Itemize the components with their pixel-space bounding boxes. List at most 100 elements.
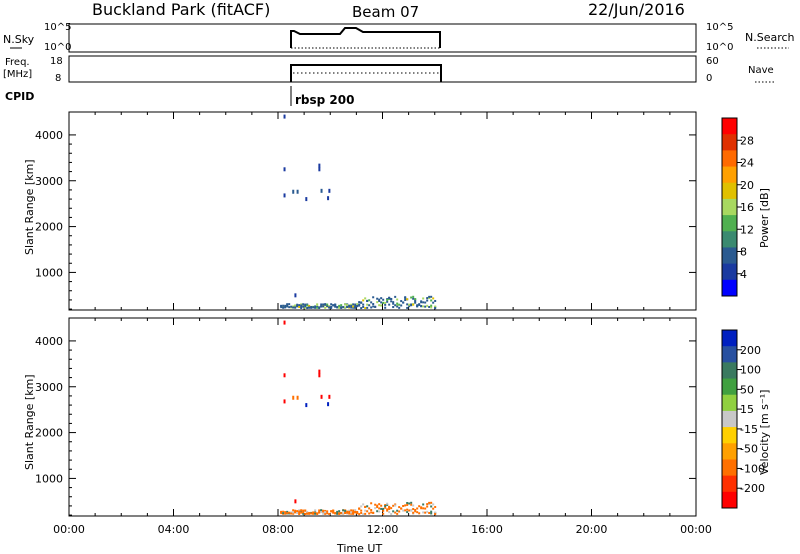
clutter-cell: [382, 507, 385, 510]
freq-frame: [68, 55, 697, 83]
clutter-cell: [424, 511, 427, 514]
clutter-cell: [400, 300, 403, 303]
clutter-cell: [356, 305, 359, 308]
clutter-cell: [378, 300, 381, 303]
clutter-cell: [422, 301, 425, 304]
velocity-ylabel: Slant Range [km]: [23, 374, 36, 470]
power-colorbar: 28 24 20 16 12 8 4 Power [dB]: [721, 117, 771, 297]
clutter-cell: [336, 306, 339, 309]
clutter-cell: [342, 509, 345, 512]
colorbar-segment: [722, 362, 737, 380]
clutter-cell: [408, 502, 411, 505]
clutter-cell: [356, 512, 359, 515]
clutter-cell: [348, 304, 351, 307]
clutter-cell: [282, 306, 285, 309]
clutter-cell: [406, 508, 409, 511]
clutter-cell: [300, 303, 303, 306]
clutter-cell: [320, 509, 323, 512]
clutter-cell: [328, 306, 331, 309]
clutter-cell: [296, 511, 299, 514]
colorbar-segment: [722, 198, 737, 216]
clutter-cell: [318, 306, 321, 309]
clutter-cell: [310, 512, 313, 515]
xtick-label: 12:00: [367, 523, 399, 536]
data-point: [327, 196, 330, 201]
colorbar-tick-label: 16: [740, 201, 754, 214]
clutter-cell: [364, 297, 367, 300]
clutter-cell: [306, 306, 309, 309]
clutter-cell: [352, 512, 355, 515]
clutter-cell: [378, 510, 381, 513]
clutter-cell: [384, 506, 387, 509]
clutter-cell: [398, 510, 401, 513]
data-point: [328, 188, 331, 193]
clutter-cell: [324, 511, 327, 514]
data-point: [283, 399, 286, 404]
clutter-cell: [388, 297, 391, 300]
velocity-colorbar-frame: [721, 329, 738, 509]
velocity-colorbar-label: Velocity [m s⁻¹]: [758, 390, 771, 475]
clutter-cell: [434, 299, 437, 302]
clutter-cell: [432, 301, 435, 304]
clutter-cell: [324, 512, 327, 515]
x-axis-label: Time UT: [336, 542, 382, 554]
clutter-cell: [366, 505, 369, 508]
clutter-cell: [386, 509, 389, 512]
clutter-cell: [368, 512, 371, 515]
clutter-cell: [284, 306, 287, 309]
clutter-cell: [338, 304, 341, 307]
nsky-left-label: N.Sky: [3, 33, 35, 46]
data-point: [283, 114, 286, 119]
clutter-cell: [378, 507, 381, 510]
clutter-cell: [426, 299, 429, 302]
clutter-cell: [288, 511, 291, 514]
clutter-cell: [430, 510, 433, 513]
clutter-cell: [354, 511, 357, 514]
colorbar-tick-label: -50: [740, 443, 758, 456]
clutter-cell: [280, 512, 283, 515]
colorbar-segment: [722, 182, 737, 200]
clutter-cell: [430, 306, 433, 309]
clutter-cell: [300, 511, 303, 514]
clutter-cell: [376, 297, 379, 300]
nave-label: Nave: [748, 65, 774, 76]
clutter-cell: [410, 296, 413, 299]
clutter-cell: [410, 303, 413, 306]
clutter-cell: [296, 510, 299, 513]
clutter-cell: [280, 511, 283, 514]
clutter-cell: [388, 505, 391, 508]
clutter-cell: [384, 301, 387, 304]
clutter-cell: [378, 298, 381, 301]
clutter-cell: [300, 510, 303, 513]
clutter-cell: [314, 512, 317, 515]
clutter-cell: [366, 510, 369, 513]
clutter-cell: [368, 304, 371, 307]
clutter-cell: [312, 511, 315, 514]
data-point: [294, 499, 297, 504]
clutter-cell: [280, 306, 283, 309]
clutter-cell: [404, 298, 407, 301]
clutter-cell: [396, 305, 399, 308]
clutter-cell: [424, 507, 427, 510]
clutter-cell: [346, 511, 349, 514]
clutter-cell: [386, 300, 389, 303]
clutter-cell: [346, 510, 349, 513]
ytick-label: 2000: [35, 221, 63, 234]
nsky-panel: N.Sky 10^5 10^0 10^5 10^0 N.Search: [3, 22, 795, 53]
clutter-cell: [390, 297, 393, 300]
clutter-cell: [338, 306, 341, 309]
colorbar-tick-label: 100: [740, 364, 761, 377]
velocity-frame: [68, 317, 697, 517]
clutter-cell: [420, 301, 423, 304]
clutter-cell: [412, 511, 415, 514]
clutter-cell: [360, 307, 363, 310]
colorbar-segment: [722, 378, 737, 396]
nave-tick-top: 60: [706, 56, 719, 67]
clutter-cell: [356, 303, 359, 306]
clutter-cell: [426, 505, 429, 508]
nsky-frame: [68, 23, 697, 53]
data-point: [283, 320, 286, 325]
clutter-cell: [302, 509, 305, 512]
clutter-cell: [292, 306, 295, 309]
clutter-cell: [426, 503, 429, 506]
